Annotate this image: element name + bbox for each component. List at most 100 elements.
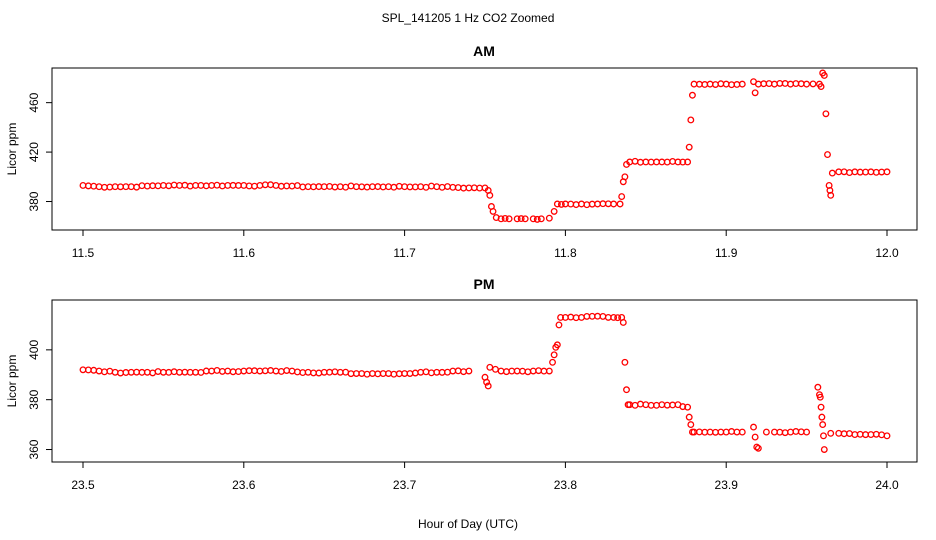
pm-data-point (738, 428, 746, 436)
am-panel: AM Licor ppm 11.5 11.6 11.7 11.8 11.9 12.0 380… (5, 43, 918, 260)
am-data-point (444, 183, 451, 190)
am-data-point (824, 151, 831, 159)
pm-data-point (684, 403, 692, 411)
am-data-point (751, 89, 759, 97)
pm-data-point (679, 403, 687, 411)
am-data-point (803, 80, 811, 88)
pm-data-point (827, 429, 835, 437)
am-x-tick-label: 11.8 (554, 246, 577, 260)
am-data-point (687, 116, 695, 124)
pm-data-point (111, 368, 119, 376)
am-data-point (827, 191, 835, 199)
pm-data-point (293, 368, 301, 376)
pm-data-point (553, 341, 561, 349)
am-data-point (674, 158, 682, 166)
am-data-point (685, 143, 693, 151)
pm-data-point (819, 421, 827, 429)
x-axis-label: Hour of Day (UTC) (418, 517, 518, 531)
am-y-axis-label: Licor ppm (5, 123, 19, 176)
pm-x-tick-label: 23.9 (715, 478, 739, 492)
am-data-point (610, 200, 618, 208)
am-axes: 11.5 11.6 11.7 11.8 11.9 12.0 380 420 460 (27, 92, 899, 260)
am-data-point (505, 215, 513, 223)
pm-data-point (610, 314, 618, 321)
am-data-point (553, 200, 561, 208)
pm-data-point (550, 351, 558, 359)
pm-data-point (149, 369, 157, 377)
pm-data-point (762, 428, 770, 436)
pm-data-point (524, 368, 532, 376)
pm-y-tick-label: 380 (27, 389, 41, 409)
pm-axes: 23.5 23.6 23.7 23.8 23.9 24.0 360 380 400 (27, 340, 899, 492)
am-data-point (186, 182, 194, 190)
pm-panel: PM Licor ppm 23.5 23.6 23.7 23.8 23.9 24.0 360… (5, 276, 918, 492)
pm-data-point (95, 367, 103, 375)
am-data-point (679, 158, 687, 166)
pm-data-point (549, 358, 556, 366)
figure-title: SPL_141205 1 Hz CO2 Zoomed (382, 11, 555, 25)
pm-panel-title: PM (474, 276, 495, 292)
pm-data-point (621, 358, 629, 366)
pm-data-point (619, 318, 627, 326)
am-data-point (809, 80, 817, 88)
am-x-tick-label: 12.0 (875, 246, 899, 260)
am-data-point (422, 183, 430, 191)
am-data-point (618, 193, 626, 201)
pm-data-point (753, 443, 761, 451)
am-data-point (533, 215, 541, 223)
pm-data-point (555, 321, 563, 329)
pm-data-point (817, 403, 825, 411)
am-data-point (846, 169, 853, 177)
pm-data-point (460, 368, 468, 376)
pm-x-tick-label: 24.0 (875, 478, 899, 492)
pm-data-point (803, 428, 811, 436)
am-data-point (517, 215, 525, 223)
am-y-tick-label: 420 (27, 142, 41, 162)
pm-data-point (818, 413, 826, 421)
am-data-point (486, 191, 494, 199)
am-data-point (621, 173, 629, 181)
am-data-point (521, 215, 529, 223)
am-data-point (529, 215, 537, 223)
pm-data-point (820, 432, 827, 440)
pm-data-point (751, 433, 759, 441)
am-x-tick-label: 11.6 (233, 246, 256, 260)
am-data-point (272, 182, 280, 189)
pm-data-point (614, 314, 622, 322)
pm-y-tick-label: 360 (27, 439, 41, 459)
am-data-point (883, 168, 891, 176)
am-data-point (545, 214, 553, 222)
pm-data-point (631, 401, 639, 409)
am-data-point (822, 110, 830, 118)
am-data-point (820, 72, 828, 79)
pm-data-point (557, 314, 565, 321)
am-data-point (550, 207, 558, 215)
pm-data-point (750, 423, 757, 431)
am-data-point (557, 200, 565, 208)
pm-data-point (492, 365, 499, 373)
am-data-point (616, 200, 624, 208)
am-plot-frame (51, 67, 918, 231)
am-data-point (438, 183, 446, 191)
pm-data-point (465, 367, 473, 375)
am-data-point (817, 83, 825, 91)
pm-data-point (484, 382, 492, 390)
am-data-point (578, 200, 585, 208)
pm-data-point (106, 367, 114, 375)
pm-x-tick-label: 23.7 (393, 478, 417, 492)
pm-data-point (154, 368, 162, 375)
am-data-point (537, 215, 545, 223)
pm-y-tick-label: 400 (27, 340, 41, 360)
am-data-point (497, 215, 505, 223)
pm-data-point (820, 446, 828, 453)
pm-data-point (685, 413, 693, 421)
am-y-tick-label: 380 (27, 191, 41, 211)
am-data-point (684, 158, 692, 166)
am-panel-title: AM (473, 43, 495, 59)
am-y-tick-label: 460 (27, 92, 41, 112)
am-data-point (427, 182, 435, 190)
pm-data-points (79, 312, 891, 453)
pm-data-point (816, 393, 824, 401)
am-data-point (631, 157, 639, 165)
